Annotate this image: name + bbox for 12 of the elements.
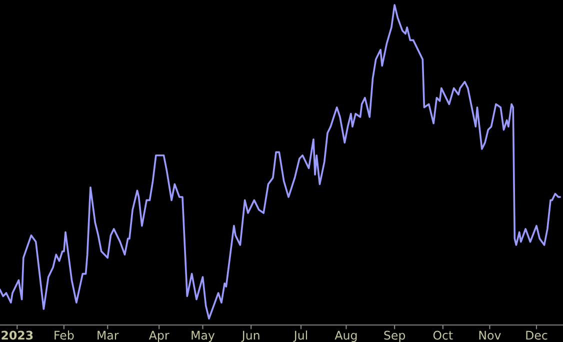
x-tick-label: Jun xyxy=(241,330,260,342)
x-tick-label: Mar xyxy=(98,330,119,340)
x-tick-label: Aug xyxy=(334,330,357,342)
x-tick-label: Apr xyxy=(148,330,170,342)
x-tick-label: Jul xyxy=(293,330,308,342)
x-tick-label: May xyxy=(192,330,215,342)
x-tick-label: 2023 xyxy=(2,330,33,340)
x-tick-label: Sep xyxy=(384,330,406,342)
x-tick-label: Feb xyxy=(54,330,74,340)
x-tick-label: Oct xyxy=(433,330,453,340)
x-tick-label: Nov xyxy=(479,330,501,340)
x-tick-label: Dec xyxy=(526,330,548,340)
